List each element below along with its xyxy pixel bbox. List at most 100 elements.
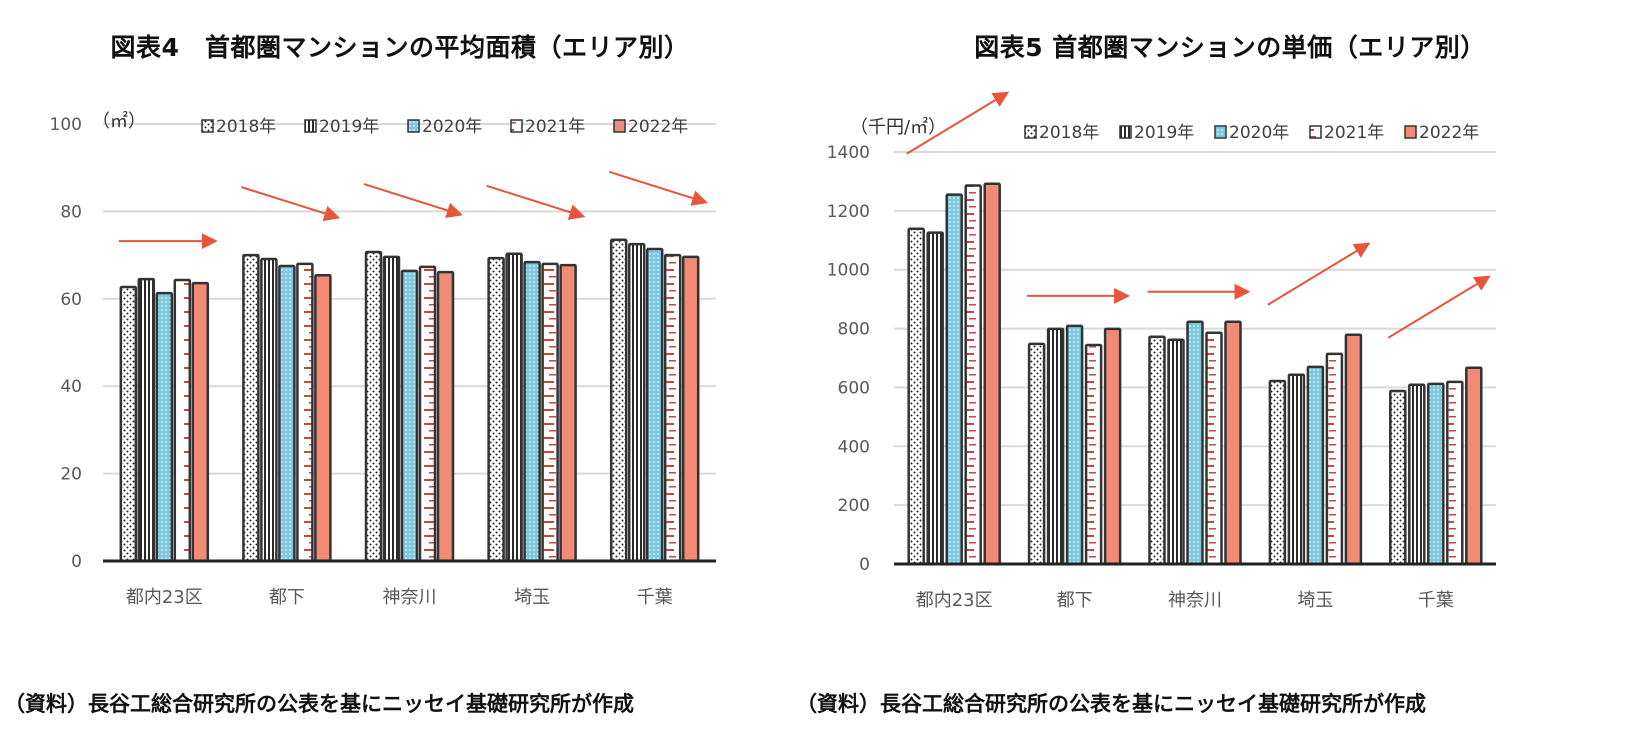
- bar-2019年-埼玉: [505, 252, 523, 563]
- bar-2018年-千葉: [1389, 389, 1407, 566]
- y-unit-label: （千円/㎡）: [850, 116, 946, 138]
- bar-2019年-都内23区: [137, 277, 156, 563]
- legend-swatch: [1024, 125, 1037, 139]
- y-tick-label: 600: [838, 378, 870, 398]
- legend-item: 2018年: [1024, 123, 1099, 143]
- x-tick-label: 都下: [1057, 590, 1093, 611]
- bar-2022年-都下: [314, 273, 332, 563]
- y-tick-label: 100: [50, 115, 82, 135]
- legend-swatch: [201, 119, 214, 133]
- bar-2022年-都内23区: [191, 281, 210, 563]
- bar-2021年-千葉: [1446, 380, 1464, 566]
- x-tick-label: 都下: [269, 587, 305, 608]
- legend-label: 2018年: [216, 117, 276, 137]
- bar-2022年-千葉: [681, 255, 700, 563]
- chart-area-svg: 0 20 40 60 80 100 （㎡） 2018年 2019年 2020年 2021年 2022年…: [50, 110, 716, 608]
- trend-arrow-down: [363, 183, 463, 219]
- bar-2019年-埼玉: [1287, 373, 1306, 566]
- source-note-price: （資料）長谷工総合研究所の公表を基にニッセイ基礎研究所が作成: [796, 692, 1426, 716]
- y-tick-label: 1000: [827, 261, 870, 281]
- bar-2020年-神奈川: [1186, 320, 1204, 566]
- bar-2018年-都下: [1027, 342, 1046, 566]
- bar-2019年-千葉: [1408, 383, 1426, 566]
- bar-2020年-神奈川: [400, 269, 419, 563]
- y-tick-label: 1200: [827, 202, 870, 222]
- chart-panel-price: 図表5 首都圏マンションの単価（エリア別） 0 200 400 600 800 1000 1…: [796, 0, 1646, 754]
- bar-2021年-都内23区: [173, 278, 192, 563]
- chart-title-area: 図表4 首都圏マンションの平均面積（エリア別）: [110, 33, 690, 62]
- y-unit-label: （㎡）: [92, 110, 146, 132]
- bar-2021年-都内23区: [964, 184, 982, 566]
- bar-2022年-埼玉: [1344, 333, 1363, 566]
- legend-item: 2019年: [1119, 123, 1194, 143]
- y-tick-label: 0: [71, 552, 82, 572]
- y-tick-label: 200: [838, 496, 870, 516]
- y-tick-label: 60: [60, 290, 82, 310]
- y-tick-label: 400: [838, 437, 870, 457]
- x-tick-label: 埼玉: [514, 587, 550, 608]
- bar-2022年-埼玉: [559, 263, 577, 563]
- trend-arrow-up: [1387, 275, 1491, 339]
- legend-label: 2019年: [319, 117, 379, 137]
- bar-2018年-都内23区: [119, 285, 138, 563]
- x-tick-label: 都内23区: [916, 590, 993, 611]
- legend-item: 2020年: [407, 117, 482, 137]
- y-tick-label: 1400: [827, 143, 870, 163]
- legend-swatch: [510, 119, 523, 133]
- bar-2021年-神奈川: [1205, 331, 1223, 566]
- bar-2018年-埼玉: [487, 256, 505, 563]
- legend-swatch: [1119, 125, 1132, 139]
- bar-2020年-都下: [1065, 324, 1084, 566]
- bar-2021年-都下: [1084, 343, 1103, 566]
- legend-item: 2020年: [1214, 123, 1289, 143]
- trend-arrow-down: [486, 184, 586, 220]
- y-tick-label: 800: [838, 320, 870, 340]
- x-tick-label: 都内23区: [126, 587, 203, 608]
- legend-label: 2019年: [1134, 123, 1194, 143]
- legend-item: 2018年: [201, 117, 276, 137]
- bar-2022年-都下: [1103, 327, 1122, 566]
- bar-2020年-都下: [278, 264, 296, 563]
- legend-swatch: [1309, 125, 1322, 139]
- bar-2019年-千葉: [627, 242, 646, 563]
- legend-swatch: [407, 119, 420, 133]
- x-tick-label: 神奈川: [383, 587, 437, 608]
- legend-item: 2022年: [613, 117, 688, 137]
- bar-2020年-埼玉: [1306, 365, 1325, 566]
- bar-2018年-神奈川: [364, 250, 383, 563]
- bar-2021年-千葉: [663, 253, 682, 563]
- legend-swatch: [613, 119, 626, 133]
- trend-arrow-down: [608, 170, 709, 206]
- bar-2019年-都下: [1046, 327, 1065, 566]
- bar-2018年-神奈川: [1148, 335, 1166, 566]
- y-tick-label: 0: [859, 555, 870, 575]
- legend-label: 2020年: [1229, 123, 1289, 143]
- bar-2022年-千葉: [1465, 366, 1483, 566]
- bar-2019年-都内23区: [926, 231, 944, 566]
- bar-2020年-都内23区: [155, 291, 174, 563]
- bar-2019年-都下: [260, 257, 278, 563]
- legend-label: 2022年: [628, 117, 688, 137]
- bar-2019年-神奈川: [1167, 338, 1185, 566]
- legend-item: 2021年: [1309, 123, 1384, 143]
- x-tick-label: 埼玉: [1297, 590, 1333, 611]
- legend-swatch: [1214, 125, 1227, 139]
- bar-2019年-神奈川: [382, 255, 401, 563]
- x-tick-label: 千葉: [637, 587, 673, 608]
- y-tick-label: 80: [60, 202, 82, 222]
- chart-panel-area: 図表4 首都圏マンションの平均面積（エリア別） 0 20 40 60 80 100 （㎡） 2…: [0, 0, 820, 754]
- bar-2018年-千葉: [609, 238, 628, 563]
- legend-label: 2020年: [422, 117, 482, 137]
- bar-2022年-都内23区: [983, 182, 1001, 566]
- bar-2018年-都下: [242, 253, 260, 563]
- legend-label: 2018年: [1039, 123, 1099, 143]
- bar-2021年-都下: [296, 262, 314, 563]
- bar-2022年-神奈川: [436, 270, 455, 563]
- bar-2020年-千葉: [1427, 382, 1445, 566]
- legend-item: 2021年: [510, 117, 585, 137]
- y-tick-label: 20: [60, 465, 82, 485]
- bar-2020年-千葉: [645, 247, 664, 563]
- bar-2021年-埼玉: [1325, 352, 1344, 566]
- x-tick-label: 千葉: [1418, 590, 1454, 611]
- bar-2018年-都内23区: [907, 227, 925, 566]
